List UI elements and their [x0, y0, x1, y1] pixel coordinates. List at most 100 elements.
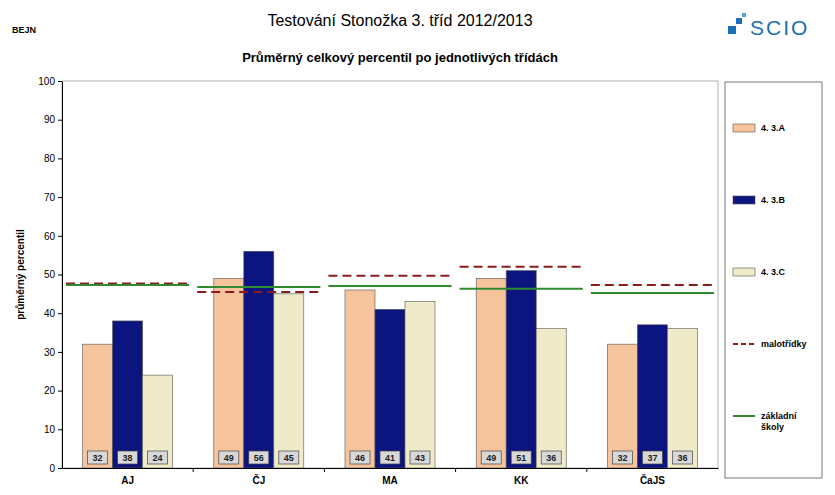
data-label-box	[672, 451, 692, 464]
bar	[143, 375, 173, 468]
legend-swatch	[733, 415, 755, 417]
y-tick: 10	[44, 424, 62, 435]
bar	[274, 294, 304, 468]
bar	[506, 271, 536, 468]
x-tick-label: KK	[514, 475, 529, 486]
x-tick-label: AJ	[121, 475, 134, 486]
y-tick-label: 90	[44, 114, 56, 125]
x-tick-label: ČJ	[252, 474, 265, 486]
corner-label: BEJN	[12, 25, 36, 35]
data-label: 46	[355, 453, 365, 463]
bar	[405, 302, 435, 468]
y-tick-label: 50	[44, 269, 56, 280]
data-label: 32	[617, 453, 627, 463]
x-tick: ČaJS	[640, 468, 665, 486]
bar-series	[143, 294, 698, 468]
chart: BEJN Testování Stonožka 3. tříd 2012/2013…	[0, 0, 835, 495]
bar-series	[113, 251, 668, 468]
legend-box	[725, 82, 822, 478]
x-separators	[193, 468, 587, 472]
reference-line	[328, 275, 451, 277]
reference-line	[460, 288, 583, 290]
reference-line	[591, 292, 714, 294]
data-labels: 324946493238564151372445433636	[88, 451, 693, 464]
y-tick-mark	[58, 429, 62, 430]
data-label-box	[148, 451, 168, 464]
line-series	[66, 285, 714, 293]
legend-label: základníškoly	[761, 411, 797, 432]
bar	[375, 309, 405, 468]
data-label: 43	[415, 453, 425, 463]
y-tick-label: 10	[44, 424, 56, 435]
y-tick: 70	[44, 192, 62, 203]
y-tick-mark	[58, 120, 62, 121]
legend-label: 4. 3.B	[761, 195, 786, 205]
y-axis: 0102030405060708090100	[38, 76, 62, 474]
y-tick-label: 40	[44, 308, 56, 319]
reference-line	[328, 285, 451, 287]
bar	[214, 278, 244, 468]
x-tick: KK	[514, 468, 529, 486]
line-series	[66, 267, 714, 292]
bar	[536, 329, 566, 468]
data-label: 32	[93, 453, 103, 463]
bar	[83, 344, 113, 468]
data-label-box	[612, 451, 632, 464]
data-label-box	[88, 451, 108, 464]
data-label-box	[642, 451, 662, 464]
y-tick: 40	[44, 308, 62, 319]
data-label-box	[249, 451, 269, 464]
legend-label: malotřídky	[761, 339, 807, 349]
data-label: 36	[677, 453, 687, 463]
logo-square	[736, 18, 742, 24]
bar	[113, 321, 143, 468]
data-label: 56	[254, 453, 264, 463]
legend-swatch	[733, 124, 755, 132]
reference-line	[66, 282, 189, 284]
y-tick-mark	[58, 81, 62, 82]
y-tick: 60	[44, 231, 62, 242]
data-label-box	[380, 451, 400, 464]
subtitle: Průměrný celkový percentil po jednotlivý…	[242, 50, 558, 65]
data-label-box	[350, 451, 370, 464]
x-tick: ČJ	[252, 468, 265, 486]
y-tick-label: 80	[44, 153, 56, 164]
x-tick-label: MA	[382, 475, 398, 486]
y-tick-label: 70	[44, 192, 56, 203]
data-label: 49	[486, 453, 496, 463]
y-axis-line	[62, 82, 63, 469]
y-tick: 30	[44, 347, 62, 358]
data-label-box	[279, 451, 299, 464]
plot-frame	[62, 81, 718, 468]
x-tick: MA	[382, 468, 398, 486]
reference-line	[197, 286, 320, 288]
data-label: 36	[546, 453, 556, 463]
y-tick: 90	[44, 114, 62, 125]
marks	[66, 251, 714, 468]
y-tick-label: 60	[44, 231, 56, 242]
reference-line	[66, 284, 189, 286]
y-tick: 0	[49, 463, 62, 474]
data-label-box	[118, 451, 138, 464]
data-label-box	[511, 451, 531, 464]
bar	[607, 344, 637, 468]
x-axis: AJ ČJ MA KK ČaJS	[63, 468, 719, 486]
bar	[637, 325, 667, 468]
legend-label: 4. 3.C	[761, 267, 786, 277]
graphic: základní	[761, 411, 797, 421]
y-tick-mark	[58, 275, 62, 276]
bar	[345, 290, 375, 468]
y-tick-label: 0	[49, 463, 55, 474]
legend-label: 4. 3.A	[761, 123, 786, 133]
reference-line	[591, 284, 714, 286]
y-tick-mark	[58, 313, 62, 314]
data-label: 49	[224, 453, 234, 463]
y-tick-mark	[58, 197, 62, 198]
y-tick-mark	[58, 391, 62, 392]
y-tick: 50	[44, 269, 62, 280]
y-tick-label: 100	[38, 76, 55, 87]
bar-series	[83, 278, 638, 468]
data-label-box	[481, 451, 501, 464]
bar	[476, 278, 506, 468]
title: Testování Stonožka 3. tříd 2012/2013	[267, 12, 532, 29]
